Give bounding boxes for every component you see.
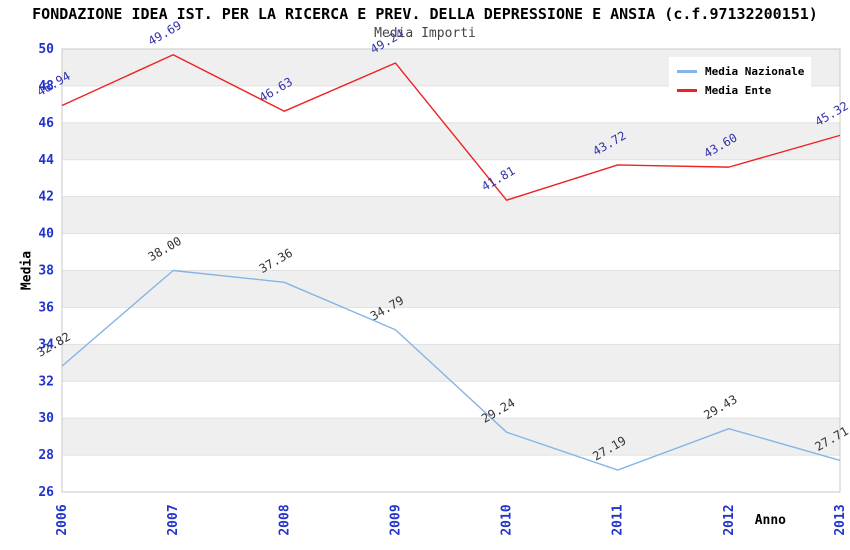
y-tick-label: 28 (38, 448, 54, 463)
x-tick-label: 2010 (500, 504, 515, 535)
y-tick-label: 36 (38, 300, 54, 315)
series-line-media-nazionale (61, 269, 841, 471)
x-tick-label: 2007 (166, 504, 181, 535)
grid-band (62, 196, 840, 234)
x-tick-label: 2008 (277, 504, 292, 535)
y-tick-label: 26 (38, 485, 54, 500)
series-line-media-ente (61, 54, 841, 201)
legend-label: Media Ente (705, 84, 772, 97)
chart-subtitle: Media Importi (374, 26, 476, 41)
legend-swatch-media-nazionale (677, 70, 697, 73)
legend-item-media-ente: Media Ente (669, 84, 811, 97)
legend-swatch-media-ente (677, 89, 697, 92)
x-tick-label: 2009 (388, 504, 403, 535)
y-axis-title: Media (19, 250, 35, 291)
y-tick-label: 48 (38, 79, 54, 94)
legend-item-media-nazionale: Media Nazionale (669, 65, 811, 78)
x-tick-label: 2006 (55, 504, 70, 535)
data-point-label: 38.00 (146, 234, 184, 264)
y-tick-label: 30 (38, 411, 54, 426)
legend-label: Media Nazionale (705, 65, 805, 78)
y-tick-label: 46 (38, 116, 54, 131)
legend: Media Nazionale Media Ente (669, 57, 811, 105)
grid-band (62, 344, 840, 382)
grid-band (62, 418, 840, 456)
y-tick-label: 42 (38, 190, 54, 205)
x-axis-title: Anno (754, 513, 786, 528)
y-tick-label: 32 (38, 374, 54, 389)
y-tick-label: 40 (38, 227, 54, 242)
plot-border (61, 48, 841, 493)
y-tick-label: 50 (38, 42, 54, 57)
x-tick-label: 2012 (722, 504, 737, 535)
chart-title: FONDAZIONE IDEA IST. PER LA RICERCA E PR… (32, 5, 818, 23)
y-tick-label: 44 (38, 153, 54, 168)
y-tick-label: 38 (38, 264, 54, 279)
grid-band (62, 270, 840, 308)
x-tick-label: 2011 (611, 504, 626, 535)
x-tick-label: 2013 (833, 504, 848, 535)
y-tick-label: 34 (38, 337, 54, 352)
grid-band (62, 122, 840, 160)
